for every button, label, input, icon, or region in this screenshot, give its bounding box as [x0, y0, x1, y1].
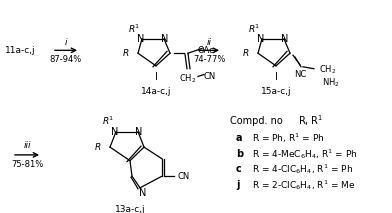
Text: j: j	[236, 180, 240, 190]
Text: N: N	[135, 127, 143, 137]
Text: iii: iii	[23, 141, 31, 150]
Text: 75-81%: 75-81%	[11, 160, 43, 169]
Text: I: I	[154, 72, 158, 82]
Text: NC: NC	[294, 70, 306, 79]
Text: R: R	[243, 49, 249, 58]
Text: Compd. no: Compd. no	[230, 116, 283, 126]
Text: 15a-c,j: 15a-c,j	[261, 88, 291, 96]
Text: CN: CN	[178, 172, 190, 181]
Text: R: R	[95, 143, 101, 152]
Text: NH$_2$: NH$_2$	[322, 76, 339, 89]
Text: N: N	[137, 34, 145, 44]
Text: OAc: OAc	[198, 46, 214, 55]
Text: a: a	[236, 133, 243, 143]
Text: i: i	[65, 38, 67, 47]
Text: $R^1$: $R^1$	[128, 23, 140, 35]
Text: N: N	[257, 34, 265, 44]
Text: N: N	[139, 188, 147, 198]
Text: R = 4-MeC$_6$H$_4$, R$^1$ = Ph: R = 4-MeC$_6$H$_4$, R$^1$ = Ph	[252, 147, 358, 161]
Text: CH$_2$: CH$_2$	[319, 63, 336, 76]
Text: R, R$^1$: R, R$^1$	[298, 114, 323, 128]
Text: 14a-c,j: 14a-c,j	[141, 88, 171, 96]
Text: ii: ii	[207, 38, 212, 47]
Text: 11a-c,j: 11a-c,j	[5, 46, 36, 55]
Text: c: c	[236, 164, 242, 174]
Text: R = 4-ClC$_6$H$_4$, R$^1$ = Ph: R = 4-ClC$_6$H$_4$, R$^1$ = Ph	[252, 163, 353, 176]
Text: CN: CN	[204, 72, 216, 81]
Text: $R^1$: $R^1$	[248, 23, 260, 35]
Text: I: I	[274, 72, 278, 82]
Text: 74-77%: 74-77%	[193, 55, 225, 63]
Text: N: N	[111, 127, 119, 137]
Text: N: N	[162, 34, 169, 44]
Text: N: N	[281, 34, 289, 44]
Text: R = 2-ClC$_6$H$_4$, R$^1$ = Me: R = 2-ClC$_6$H$_4$, R$^1$ = Me	[252, 178, 356, 192]
Text: b: b	[236, 149, 243, 159]
Text: CH$_2$: CH$_2$	[179, 72, 197, 85]
Text: R = Ph, R$^1$ = Ph: R = Ph, R$^1$ = Ph	[252, 132, 325, 145]
Text: 87-94%: 87-94%	[50, 55, 82, 63]
Text: 13a-c,j: 13a-c,j	[115, 205, 145, 213]
Text: $R^1$: $R^1$	[102, 115, 114, 127]
Text: R: R	[123, 49, 129, 58]
